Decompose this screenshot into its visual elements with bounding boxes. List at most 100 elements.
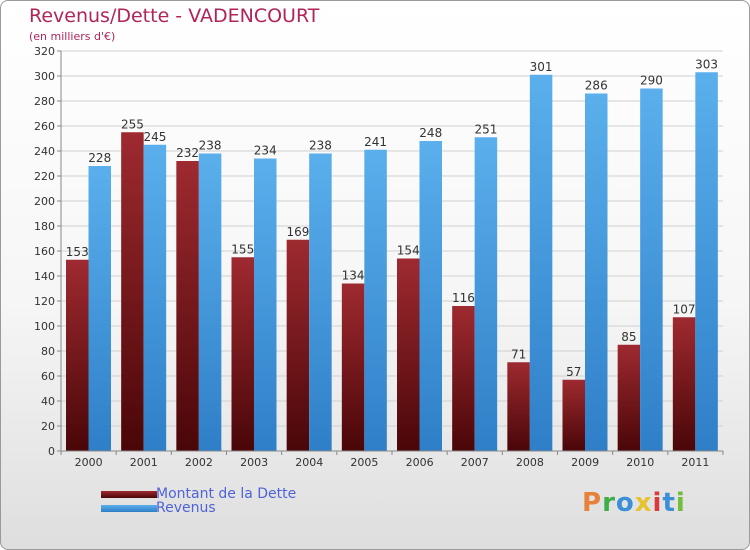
logo-letter: r: [602, 488, 616, 518]
axes: 0 20 40 60 80 100 120 140 160 180 200 220 240 260 280 3…: [34, 45, 724, 469]
x-tick-label: 2000: [75, 456, 103, 469]
data-label-dette: 153: [66, 245, 89, 259]
data-label-dette: 134: [342, 269, 365, 283]
data-label-dette: 169: [286, 225, 309, 239]
data-label-dette: 232: [176, 146, 199, 160]
bar-dette: [121, 132, 144, 451]
chart-title: Revenus/Dette - VADENCOURT: [29, 5, 320, 27]
logo-letter: o: [615, 488, 635, 518]
bar-revenus: [198, 153, 222, 451]
x-tick-label: 2010: [626, 456, 654, 469]
legend-swatch-revenus: [101, 504, 157, 512]
x-tick-label: 2005: [350, 456, 378, 469]
bar-revenus: [143, 144, 167, 451]
legend-item-dette: Montant de la Dette: [101, 487, 296, 501]
bar-dette: [672, 317, 696, 451]
data-label-revenus: 238: [309, 139, 332, 153]
y-tick-label: 20: [41, 420, 55, 433]
logo-letter: t: [662, 488, 676, 518]
bar-dette: [507, 362, 530, 451]
data-label-revenus: 248: [419, 126, 442, 140]
bar-dette: [231, 257, 254, 451]
bar-dette: [176, 161, 199, 451]
data-label-revenus: 301: [530, 60, 553, 74]
data-label-revenus: 228: [88, 151, 111, 165]
bar-dette: [341, 283, 365, 451]
bar-dette: [617, 344, 641, 451]
data-label-revenus: 303: [695, 57, 718, 71]
x-tick-label: 2002: [185, 456, 213, 469]
data-label-revenus: 245: [143, 130, 166, 144]
logo-letter: P: [582, 488, 603, 518]
y-tick-label: 300: [34, 70, 55, 83]
y-tick-label: 160: [34, 245, 55, 258]
y-tick-label: 200: [34, 195, 55, 208]
bars: [66, 72, 718, 451]
proxiti-logo: Proxiti: [582, 488, 686, 518]
y-tick-label: 120: [34, 295, 55, 308]
y-tick-label: 80: [41, 345, 55, 358]
data-label-dette: 255: [121, 117, 144, 131]
bar-revenus: [529, 74, 553, 451]
bar-revenus: [419, 141, 442, 451]
bar-dette: [397, 258, 420, 451]
data-label-revenus: 241: [364, 135, 387, 149]
legend-label-dette: Montant de la Dette: [156, 486, 297, 502]
bar-revenus: [364, 149, 387, 451]
data-label-revenus: 238: [199, 139, 222, 153]
x-tick-label: 2011: [681, 456, 709, 469]
y-tick-label: 180: [34, 220, 55, 233]
bar-revenus: [585, 93, 608, 451]
data-label-dette: 116: [452, 291, 475, 305]
data-label-dette: 107: [673, 302, 696, 316]
data-label-dette: 154: [397, 244, 420, 258]
bar-dette: [66, 259, 89, 451]
x-tick-label: 2004: [295, 456, 323, 469]
x-tick-label: 2007: [461, 456, 489, 469]
logo-letter: x: [634, 488, 653, 518]
bar-dette: [562, 379, 585, 451]
y-tick-label: 320: [34, 45, 55, 58]
bar-dette: [286, 239, 310, 451]
y-tick-label: 40: [41, 395, 55, 408]
logo-letter: i: [652, 488, 663, 518]
data-label-revenus: 286: [585, 79, 608, 93]
data-label-dette: 85: [621, 330, 636, 344]
data-label-revenus: 290: [640, 74, 663, 88]
x-tick-label: 2008: [516, 456, 544, 469]
bar-revenus: [695, 72, 718, 451]
bar-dette: [452, 306, 475, 451]
grid-lines: [61, 50, 723, 452]
legend-label-revenus: Revenus: [156, 500, 216, 516]
data-label-dette: 155: [231, 242, 254, 256]
legend: Montant de la Dette Revenus: [101, 487, 296, 515]
y-tick-label: 140: [34, 270, 55, 283]
bar-revenus: [474, 137, 498, 451]
x-tick-label: 2001: [130, 456, 158, 469]
x-tick-label: 2003: [240, 456, 268, 469]
legend-item-revenus: Revenus: [101, 501, 296, 515]
chart-subtitle: (en milliers d'€): [29, 30, 116, 43]
bar-revenus: [88, 166, 111, 451]
logo-letter: i: [675, 488, 686, 518]
x-tick-label: 2006: [406, 456, 434, 469]
y-tick-label: 240: [34, 145, 55, 158]
data-label-revenus: 234: [254, 144, 277, 158]
data-label-dette: 57: [566, 365, 581, 379]
bar-revenus: [254, 158, 277, 451]
legend-swatch-dette: [101, 490, 157, 498]
data-label-dette: 71: [511, 347, 526, 361]
x-tick-label: 2009: [571, 456, 599, 469]
data-labels: 1532282552452322381552341692381342411542…: [66, 57, 718, 379]
y-tick-label: 260: [34, 120, 55, 133]
data-label-revenus: 251: [474, 122, 497, 136]
bar-revenus: [640, 88, 663, 451]
y-tick-label: 0: [48, 445, 55, 458]
y-tick-label: 280: [34, 95, 55, 108]
y-tick-label: 100: [34, 320, 55, 333]
bar-revenus: [309, 153, 332, 451]
y-tick-label: 220: [34, 170, 55, 183]
y-tick-label: 60: [41, 370, 55, 383]
